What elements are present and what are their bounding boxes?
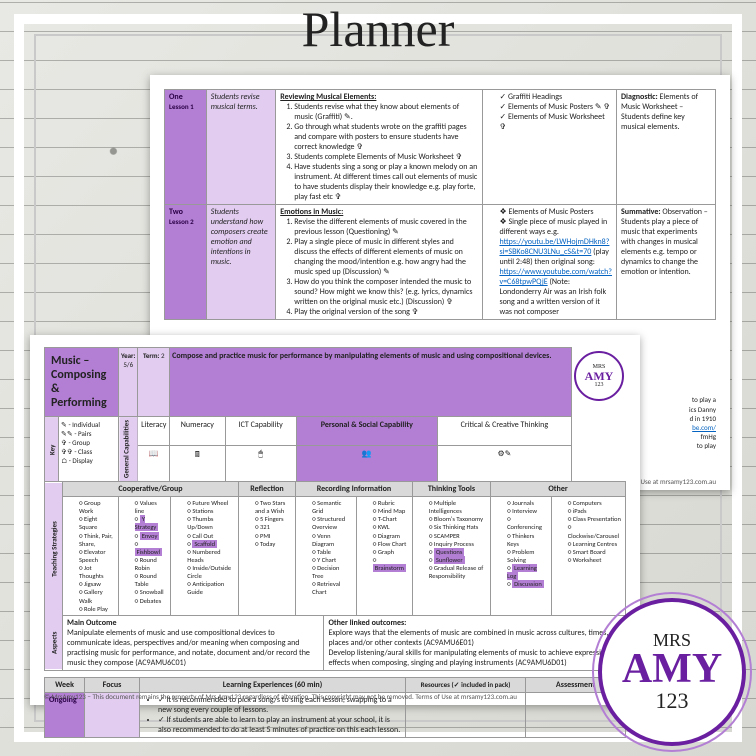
clipped-text: to play a ics Danny d in 1910 be.com/ fm…: [689, 395, 716, 450]
logo-badge: MRS AMY 123: [592, 592, 752, 752]
planner-page-front: Music – Composing & Performing Year: 5/6…: [30, 335, 640, 705]
page-title: Planner: [0, 0, 756, 58]
unit-subject: Music – Composing & Performing: [45, 348, 119, 417]
strategies-table: Teaching Strategies Cooperative/Group Re…: [44, 481, 626, 616]
front-footer: © MrsAmy123 – This document remains the …: [44, 692, 626, 701]
lesson-intent: Students revise musical terms.: [206, 90, 276, 205]
numeracy-icon: 🖩: [170, 446, 225, 482]
literacy-icon: 📖: [138, 446, 170, 482]
logo-small: MRS AMY 123: [574, 351, 624, 401]
aspects-table: Aspects Main Outcome Manipulate elements…: [44, 615, 626, 671]
personal-social-icon: 👥: [296, 446, 437, 482]
lesson-table: One Lesson 1 Students revise musical ter…: [164, 89, 716, 320]
creative-icon: ⚙✎: [437, 446, 571, 482]
lesson-row-two: Two Lesson 2 Students understand how com…: [165, 205, 716, 320]
unit-statement: Compose and practice music for performan…: [170, 348, 572, 417]
lesson-label: Lesson 1: [169, 102, 202, 111]
ict-icon: 🖱: [225, 446, 296, 482]
assess-title: Diagnostic:: [621, 92, 658, 102]
lesson-row-one: One Lesson 1 Students revise musical ter…: [165, 90, 716, 205]
activity-steps: Students revise what they know about ele…: [280, 102, 478, 202]
lesson-num: One: [169, 92, 202, 102]
week-table: Week Focus Learning Experiences (60 min)…: [44, 677, 626, 738]
activity-title: Reviewing Musical Elements:: [280, 92, 376, 102]
resources-list: Graffiti Headings Elements of Music Post…: [487, 92, 612, 132]
unit-header: Music – Composing & Performing Year: 5/6…: [44, 347, 626, 482]
